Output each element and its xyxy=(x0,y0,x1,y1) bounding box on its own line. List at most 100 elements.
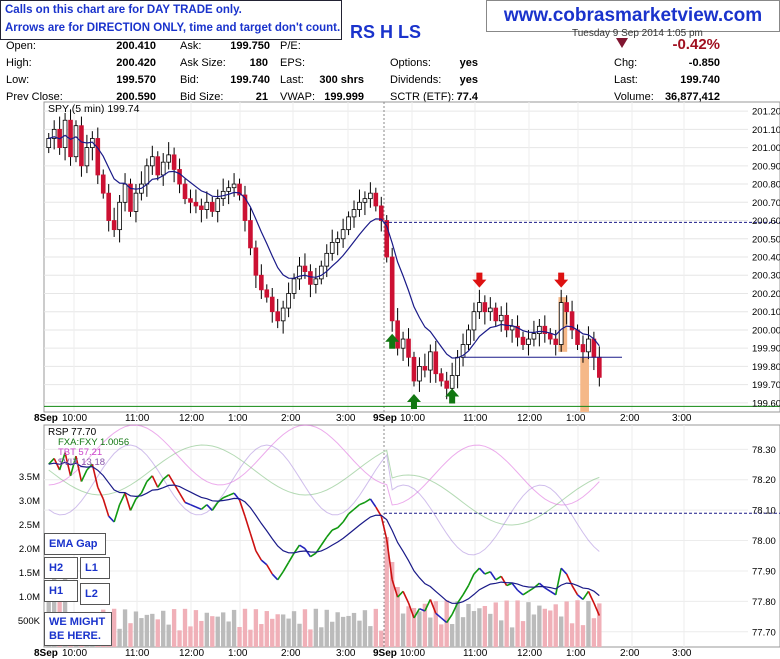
volume-bar xyxy=(564,601,569,647)
price-x-tick-label: 3:00 xyxy=(336,413,356,424)
candle-body xyxy=(182,183,188,200)
indicator-tick-label: 78.00 xyxy=(752,536,776,547)
volume-bar xyxy=(439,624,444,647)
volume-bar xyxy=(280,614,286,647)
candle-body xyxy=(133,192,139,212)
rsp-segment xyxy=(320,536,328,546)
rsp-segment xyxy=(511,582,519,591)
rsp-segment xyxy=(140,481,148,494)
volume-bar xyxy=(166,624,171,647)
candle-body xyxy=(564,302,569,313)
dividends-value: yes xyxy=(459,74,478,86)
h2-note: H2 xyxy=(44,557,78,579)
candle-body xyxy=(395,320,400,349)
indicator-tick-label: 78.20 xyxy=(752,475,776,486)
candle-body xyxy=(515,325,520,338)
last-shares-value: 300 shrs xyxy=(319,74,364,86)
bid-value: 199.740 xyxy=(230,74,270,86)
candle-body xyxy=(526,338,531,345)
rsp-segment xyxy=(489,571,497,581)
volume-bar xyxy=(111,608,117,647)
ema-gap-note: EMA Gap xyxy=(44,533,106,555)
rsp-segment xyxy=(222,494,229,499)
candle-body xyxy=(100,174,106,194)
candle-body xyxy=(362,198,368,203)
price-x-tick-label: 10:00 xyxy=(62,413,87,424)
price-tick-label: 200.40 xyxy=(752,253,780,264)
candle-body xyxy=(411,356,417,382)
volume-bar xyxy=(220,612,226,647)
volume-bar xyxy=(417,611,422,647)
volume-bar xyxy=(531,614,537,647)
rsp-segment xyxy=(582,590,590,600)
candle-body xyxy=(569,311,575,331)
rsp-segment xyxy=(467,573,475,586)
volume-bar xyxy=(471,611,477,647)
candle-body xyxy=(460,344,466,358)
volume-bar xyxy=(428,617,433,647)
volume-label: Volume: xyxy=(614,91,654,103)
rsp-segment xyxy=(522,590,529,596)
volume-tick-label: 3.5M xyxy=(19,472,40,483)
volume-bar xyxy=(188,626,193,647)
indicator-x-tick-label: 8Sep xyxy=(34,648,58,659)
candle-body xyxy=(291,278,297,294)
price-tick-label: 201.10 xyxy=(752,125,780,136)
ask-value: 199.750 xyxy=(230,40,270,52)
symbol-fragment: RS H LS xyxy=(350,22,422,42)
candle-body xyxy=(199,205,204,210)
volume-bar xyxy=(270,618,275,647)
volume-bar xyxy=(297,623,302,647)
disclaimer-line-1: Calls on this chart are for DAY TRADE on… xyxy=(5,4,242,16)
l2-note: L2 xyxy=(80,583,110,605)
indicator-tick-label: 77.90 xyxy=(752,566,776,577)
rsp-segment xyxy=(211,501,219,511)
rsp-segment xyxy=(397,590,404,598)
rsp-segment xyxy=(102,498,110,517)
volume-bar xyxy=(144,614,150,647)
candle-body xyxy=(275,311,281,322)
volume-bar xyxy=(122,609,128,647)
candle-body xyxy=(188,198,193,203)
candle-body xyxy=(209,201,215,212)
rsp-segment xyxy=(299,544,306,550)
rsp-segment xyxy=(440,617,448,624)
candle-body xyxy=(62,119,68,148)
candle-body xyxy=(280,307,286,322)
candle-body xyxy=(166,154,171,163)
volume-bar xyxy=(586,600,591,647)
candle-body xyxy=(466,329,471,345)
rsp-segment xyxy=(118,492,126,506)
last-label: Last: xyxy=(280,74,304,86)
rsp-segment xyxy=(593,602,601,616)
indicator-x-tick-label: 1:00 xyxy=(566,648,586,659)
tbt-line xyxy=(48,424,600,506)
volume-tick-label: 2.0M xyxy=(19,544,40,555)
candle-body xyxy=(417,366,422,382)
indicator-tick-label: 77.80 xyxy=(752,597,776,608)
rsp-segment xyxy=(190,503,197,508)
rsp-segment xyxy=(184,501,191,506)
spy-legend: SPY (5 min) 199.74 xyxy=(48,103,140,115)
rsp-segment xyxy=(587,591,595,604)
indicator-x-tick-label: 11:00 xyxy=(125,648,150,659)
low-label: Low: xyxy=(6,74,30,86)
candle-body xyxy=(455,356,460,376)
volume-bar xyxy=(384,537,389,647)
ema-line xyxy=(48,134,600,359)
rsp-segment xyxy=(293,544,301,554)
candle-body xyxy=(351,209,357,218)
vix-legend: $VIX 13.18 xyxy=(58,457,105,468)
volume-bar xyxy=(488,613,493,647)
rsp-segment xyxy=(162,474,170,480)
candle-body xyxy=(433,351,439,375)
candle-body xyxy=(493,307,499,322)
eps-label: EPS: xyxy=(280,57,306,69)
candle-body xyxy=(471,311,477,331)
candle-body xyxy=(259,274,264,291)
price-x-tick-label: 2:00 xyxy=(281,413,301,424)
h1-note: H1 xyxy=(44,580,78,602)
candle-body xyxy=(242,194,248,221)
candle-body xyxy=(368,192,373,200)
volume-value: 36,877,412 xyxy=(664,91,720,103)
